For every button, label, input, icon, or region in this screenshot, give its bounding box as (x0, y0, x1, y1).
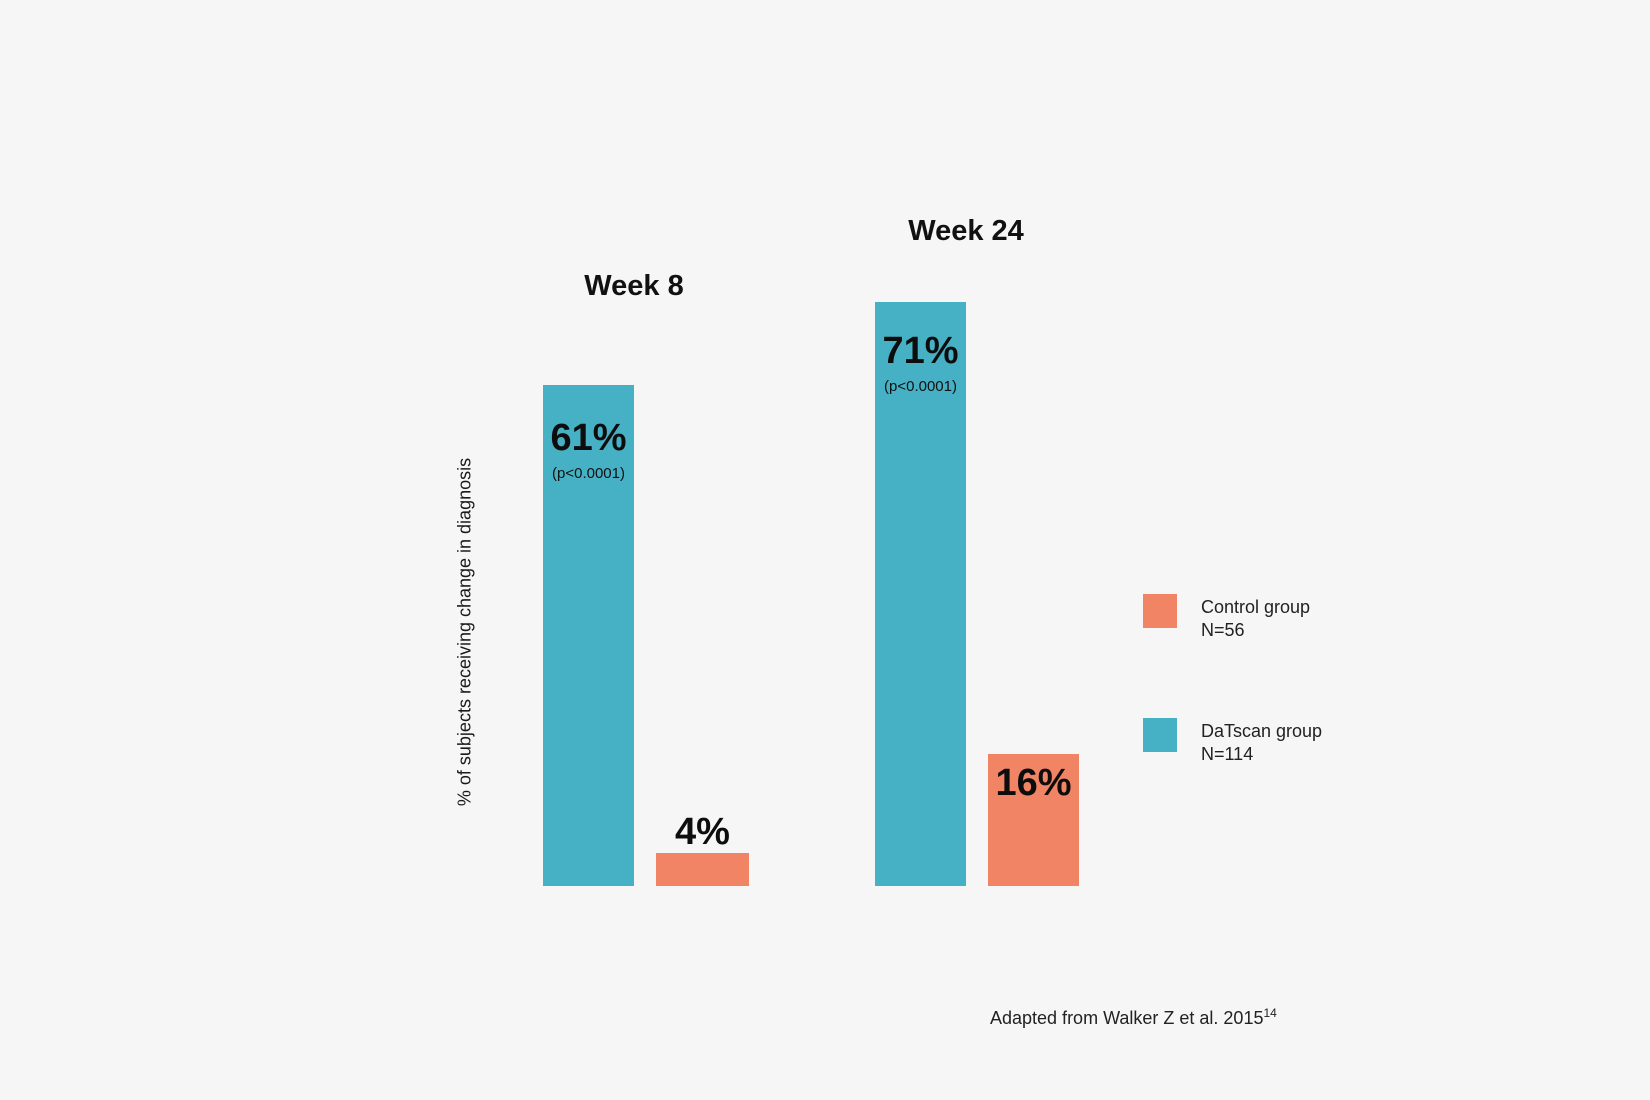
bar-label-block: 61% (p<0.0001) (543, 385, 634, 482)
p-value-label-week24: (p<0.0001) (884, 378, 957, 395)
legend-label-datscan: DaTscan group (1201, 721, 1323, 741)
legend-n-control: N=56 (1201, 620, 1245, 640)
value-label-datscan-week8: 61% (550, 417, 627, 459)
bar-datscan-week24: 71% (p<0.0001) (875, 302, 966, 886)
legend-n-datscan: N=114 (1201, 744, 1254, 764)
bar-datscan-week8: 61% (p<0.0001) (543, 385, 634, 886)
value-label-control-week24: 16% (995, 762, 1072, 804)
legend-entry-datscan: DaTscan group N=114 (1143, 718, 1322, 766)
group-title-week24: Week 24 (908, 215, 1024, 247)
citation-text: Adapted from Walker Z et al. 201514 (990, 1006, 1277, 1029)
chart-legend: Control group N=56 DaTscan group N=114 (1143, 594, 1322, 842)
control-group-swatch-icon (1143, 594, 1177, 628)
legend-entry-control: Control group N=56 (1143, 594, 1322, 642)
bar-control-week24: 16% (988, 754, 1079, 886)
legend-label-control: Control group (1201, 597, 1311, 617)
datscan-group-swatch-icon (1143, 718, 1177, 752)
y-axis-label: % of subjects receiving change in diagno… (454, 457, 475, 807)
legend-text-control: Control group N=56 (1201, 594, 1310, 642)
citation-main: Adapted from Walker Z et al. 2015 (990, 1008, 1264, 1028)
value-label-datscan-week24: 71% (882, 330, 959, 372)
value-label-control-week8: 4% (675, 811, 730, 853)
bar-label-block: 71% (p<0.0001) (875, 302, 966, 395)
group-title-week8: Week 8 (584, 270, 684, 302)
legend-text-datscan: DaTscan group N=114 (1201, 718, 1322, 766)
citation-reference-number: 14 (1263, 1006, 1277, 1020)
p-value-label-week8: (p<0.0001) (552, 465, 625, 482)
bar-control-week8: 4% (656, 813, 749, 886)
